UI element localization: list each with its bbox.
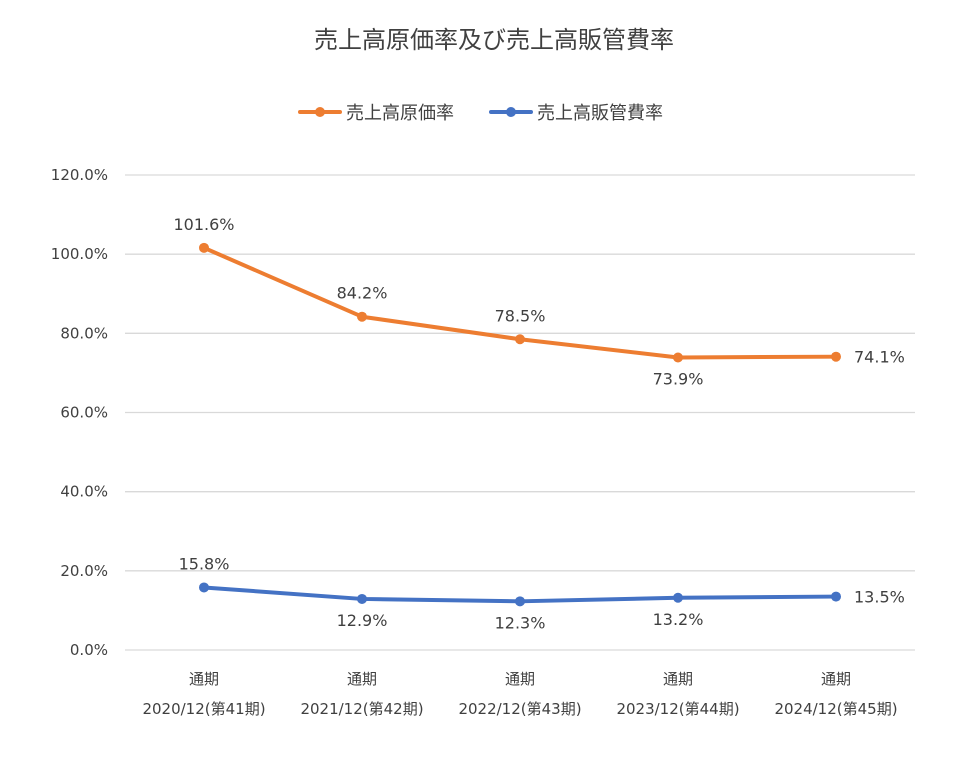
- x-axis-categories: 通期 2020/12(第41期) 通期 2021/12(第42期) 通期 2022/12(…: [142, 670, 897, 718]
- data-point: [357, 593, 367, 604]
- y-tick-label: 40.0%: [60, 483, 108, 501]
- y-tick-label: 60.0%: [60, 404, 108, 422]
- data-labels: 101.6% 84.2% 78.5% 73.9% 74.1% 15.8% 12.9% 12.3…: [173, 215, 904, 632]
- y-tick-label: 80.0%: [60, 324, 108, 342]
- data-label: 78.5%: [495, 306, 546, 325]
- y-tick-label: 0.0%: [70, 641, 108, 659]
- data-point: [673, 592, 683, 603]
- data-label: 13.5%: [854, 588, 905, 607]
- gridlines: [125, 174, 915, 651]
- legend-marker: [506, 107, 516, 117]
- x-category-period: 通期: [663, 670, 693, 688]
- data-point: [199, 582, 209, 593]
- data-point: [831, 351, 841, 362]
- x-category-label: 2023/12(第44期): [616, 700, 739, 718]
- data-point: [357, 311, 367, 322]
- legend-label: 売上高原価率: [346, 103, 454, 124]
- data-point: [199, 242, 209, 253]
- y-axis-ticks: 0.0% 20.0% 40.0% 60.0% 80.0% 100.0% 120.0%: [51, 166, 108, 659]
- data-point: [515, 596, 525, 607]
- x-category-period: 通期: [505, 670, 535, 688]
- x-category-label: 2022/12(第43期): [458, 700, 581, 718]
- chart-title: 売上高原価率及び売上高販管費率: [314, 26, 674, 54]
- x-category-label: 2024/12(第45期): [774, 700, 897, 718]
- legend-marker: [315, 107, 325, 117]
- y-tick-label: 20.0%: [60, 562, 108, 580]
- data-label: 12.3%: [495, 613, 546, 632]
- series-group: [199, 242, 841, 607]
- legend-label: 売上高販管費率: [537, 103, 663, 124]
- x-category-period: 通期: [189, 670, 219, 688]
- data-label: 74.1%: [854, 348, 905, 367]
- data-point: [673, 352, 683, 363]
- data-label: 15.8%: [179, 554, 230, 573]
- y-tick-label: 100.0%: [51, 245, 108, 263]
- legend: 売上高原価率 売上高販管費率: [298, 103, 663, 124]
- data-label: 73.9%: [653, 369, 704, 388]
- x-category-label: 2021/12(第42期): [300, 700, 423, 718]
- x-category-label: 2020/12(第41期): [142, 700, 265, 718]
- data-label: 12.9%: [337, 611, 388, 630]
- data-label: 13.2%: [653, 610, 704, 629]
- y-tick-label: 120.0%: [51, 166, 108, 184]
- x-category-period: 通期: [347, 670, 377, 688]
- x-category-period: 通期: [821, 670, 851, 688]
- data-point: [831, 591, 841, 602]
- data-label: 101.6%: [173, 215, 234, 234]
- data-label: 84.2%: [337, 284, 388, 303]
- data-point: [515, 334, 525, 345]
